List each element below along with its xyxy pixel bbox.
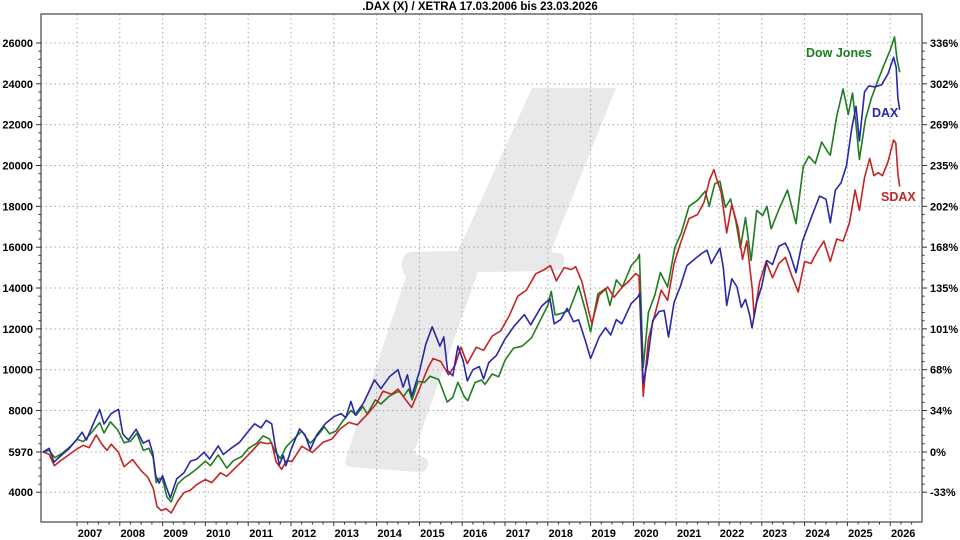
y-axis-right-labels: 336% 302% 269% 235% 202% 168% 135% 101% 68% 34% 0%… bbox=[930, 38, 958, 499]
x-tick-label: 2015 bbox=[420, 528, 444, 540]
x-tick-label: 2021 bbox=[677, 528, 701, 540]
y-left-tick-label: 5970 bbox=[9, 447, 33, 459]
x-tick-label: 2009 bbox=[163, 528, 187, 540]
y-left-tick-label: 22000 bbox=[2, 120, 33, 132]
x-tick-label: 2018 bbox=[549, 528, 573, 540]
y-left-tick-label: 10000 bbox=[2, 365, 33, 377]
series-line-sdax bbox=[42, 139, 901, 514]
x-tick-label: 2014 bbox=[377, 528, 402, 540]
x-tick-label: 2012 bbox=[292, 528, 316, 540]
y-right-tick-label: 202% bbox=[930, 201, 958, 213]
legend-label-sdax: SDAX bbox=[881, 190, 916, 204]
x-tick-label: 2007 bbox=[78, 528, 102, 540]
x-tick-label: 2024 bbox=[805, 528, 830, 540]
y-right-tick-label: 269% bbox=[930, 120, 958, 132]
x-tick-label: 2023 bbox=[763, 528, 787, 540]
y-right-tick-label: 34% bbox=[930, 406, 952, 418]
x-axis-labels: 2007 2008 2009 2010 2011 2012 2013 2014 2015 2016… bbox=[78, 528, 916, 540]
x-tick-label: 2022 bbox=[720, 528, 744, 540]
series-lines bbox=[42, 36, 901, 514]
y-right-tick-label: 0% bbox=[930, 447, 946, 459]
y-left-tick-label: 24000 bbox=[2, 79, 33, 91]
x-tick-label: 2010 bbox=[206, 528, 230, 540]
y-right-tick-label: 336% bbox=[930, 38, 958, 50]
series-line-dow_jones bbox=[42, 36, 901, 503]
y-left-tick-label: 14000 bbox=[2, 283, 33, 295]
plot-frame bbox=[40, 13, 923, 523]
x-tick-label: 2008 bbox=[121, 528, 145, 540]
x-tick-label: 2020 bbox=[634, 528, 658, 540]
y-right-tick-label: 101% bbox=[930, 324, 958, 336]
y-axis-left-labels: 26000 24000 22000 20000 18000 16000 14000 12000… bbox=[2, 38, 33, 499]
x-tick-label: 2017 bbox=[506, 528, 530, 540]
y-left-tick-label: 8000 bbox=[9, 406, 33, 418]
x-tick-label: 2026 bbox=[891, 528, 915, 540]
y-right-tick-label: 168% bbox=[930, 242, 958, 254]
y-left-tick-label: 26000 bbox=[2, 38, 33, 50]
gridlines bbox=[41, 14, 922, 522]
series-line-dax bbox=[42, 56, 901, 499]
x-tick-label: 2019 bbox=[591, 528, 615, 540]
y-right-tick-label: 235% bbox=[930, 161, 958, 173]
y-right-tick-label: 135% bbox=[930, 283, 958, 295]
x-tick-label: 2011 bbox=[249, 528, 273, 540]
y-right-tick-label: 68% bbox=[930, 365, 952, 377]
x-tick-label: 2013 bbox=[335, 528, 359, 540]
legend-label-dow-jones: Dow Jones bbox=[806, 46, 872, 60]
y-left-tick-label: 12000 bbox=[2, 324, 33, 336]
y-left-tick-label: 18000 bbox=[2, 201, 33, 213]
broker-logo-watermark bbox=[345, 88, 616, 473]
axis-ticks bbox=[36, 42, 927, 526]
chart-title: .DAX (X) / XETRA 17.03.2006 bis 23.03.20… bbox=[362, 1, 597, 13]
x-tick-label: 2016 bbox=[463, 528, 487, 540]
y-left-tick-label: 20000 bbox=[2, 161, 33, 173]
y-left-tick-label: 16000 bbox=[2, 242, 33, 254]
y-right-tick-label: 302% bbox=[930, 79, 958, 91]
legend-label-dax: DAX bbox=[872, 106, 899, 120]
x-tick-label: 2025 bbox=[848, 528, 872, 540]
y-left-tick-label: 4000 bbox=[9, 487, 33, 499]
y-right-tick-label: -33% bbox=[930, 487, 956, 499]
